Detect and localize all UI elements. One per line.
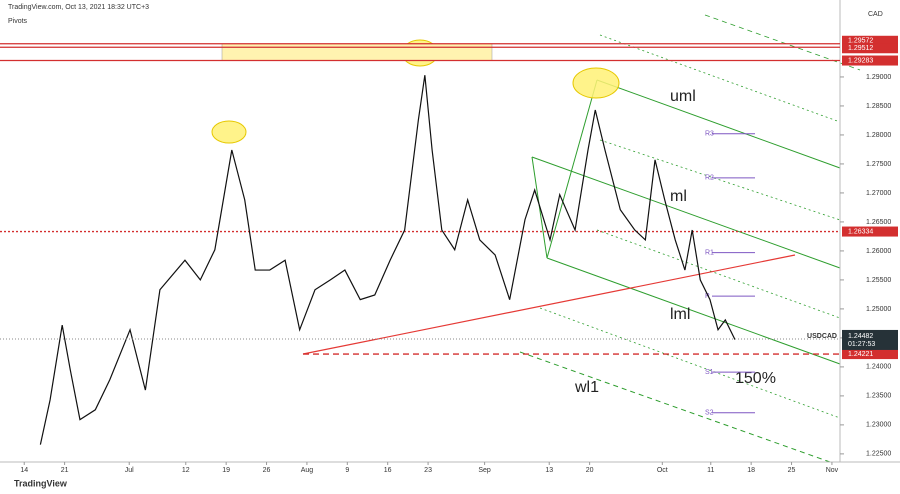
y-tick-label: 1.24000 bbox=[866, 364, 891, 371]
annotation: ml bbox=[670, 188, 687, 205]
y-tick-label: 1.27000 bbox=[866, 190, 891, 197]
y-tick-label: 1.25000 bbox=[866, 306, 891, 313]
symbol-label: USDCAD bbox=[807, 333, 837, 340]
currency: CAD bbox=[868, 11, 883, 18]
x-tick-label: 25 bbox=[788, 467, 796, 474]
x-tick-label: Aug bbox=[301, 467, 314, 474]
annotation: 150% bbox=[735, 370, 776, 387]
zone bbox=[221, 43, 493, 61]
y-tick-label: 1.23500 bbox=[866, 393, 891, 400]
last-price-tag bbox=[842, 329, 898, 350]
pivot-label: R1 bbox=[705, 250, 714, 257]
x-tick-label: 16 bbox=[384, 467, 392, 474]
x-tick-label: 12 bbox=[182, 467, 190, 474]
y-tick-label: 1.26000 bbox=[866, 248, 891, 255]
countdown: 01:27:53 bbox=[848, 341, 875, 348]
source: TradingView.com, Oct 13, 2021 18:32 UTC+… bbox=[8, 4, 149, 11]
price-tag bbox=[842, 43, 898, 54]
y-tick-label: 1.26500 bbox=[866, 219, 891, 226]
y-tick-label: 1.29000 bbox=[866, 74, 891, 81]
x-tick-label: Jul bbox=[125, 467, 134, 474]
pivot-label: S1 bbox=[705, 369, 714, 376]
x-tick-label: Sep bbox=[478, 467, 491, 474]
price-tag-label: 1.24221 bbox=[848, 351, 873, 358]
price-tag bbox=[842, 35, 898, 46]
y-tick-label: 1.28500 bbox=[866, 103, 891, 110]
x-tick-label: 26 bbox=[263, 467, 271, 474]
trend-line bbox=[302, 254, 796, 355]
y-tick-label: 1.22500 bbox=[866, 451, 891, 458]
y-tick-label: 1.28000 bbox=[866, 132, 891, 139]
indicator: Pivots bbox=[8, 18, 28, 25]
last-price-label: 1.24482 bbox=[848, 333, 873, 340]
x-tick-label: 20 bbox=[586, 467, 594, 474]
footer: TradingView bbox=[14, 478, 68, 488]
price-tag-label: 1.26334 bbox=[848, 228, 873, 235]
pivot-label: R3 bbox=[705, 131, 714, 138]
x-tick-label: 11 bbox=[707, 467, 714, 474]
x-tick-label: 23 bbox=[424, 467, 432, 474]
warning-line bbox=[519, 351, 831, 463]
y-tick-label: 1.23000 bbox=[866, 422, 891, 429]
x-tick-label: Oct bbox=[657, 467, 668, 474]
x-tick-label: Nov bbox=[826, 467, 839, 474]
price-tag-label: 1.29572 bbox=[848, 38, 873, 45]
y-tick-label: 1.25500 bbox=[866, 277, 891, 284]
x-tick-label: 14 bbox=[20, 467, 28, 474]
x-tick-label: 18 bbox=[747, 467, 755, 474]
price-line bbox=[39, 75, 736, 445]
price-tag bbox=[842, 226, 898, 237]
x-tick-label: 19 bbox=[222, 467, 230, 474]
annotation: uml bbox=[670, 88, 696, 105]
pivot-label: S2 bbox=[705, 410, 714, 417]
x-tick-label: 9 bbox=[345, 467, 349, 474]
price-tag-label: 1.29512 bbox=[848, 45, 873, 52]
price-tag-label: 1.29283 bbox=[848, 57, 873, 64]
pivot-label: R2 bbox=[705, 175, 714, 182]
price-tag bbox=[842, 349, 898, 360]
price-tag bbox=[842, 55, 898, 66]
y-tick-label: 1.27500 bbox=[866, 161, 891, 168]
annotation: wl1 bbox=[574, 379, 599, 396]
annotation: lml bbox=[670, 306, 690, 323]
pivot-label: P bbox=[705, 293, 710, 300]
x-tick-label: 21 bbox=[61, 467, 69, 474]
x-tick-label: 13 bbox=[545, 467, 553, 474]
